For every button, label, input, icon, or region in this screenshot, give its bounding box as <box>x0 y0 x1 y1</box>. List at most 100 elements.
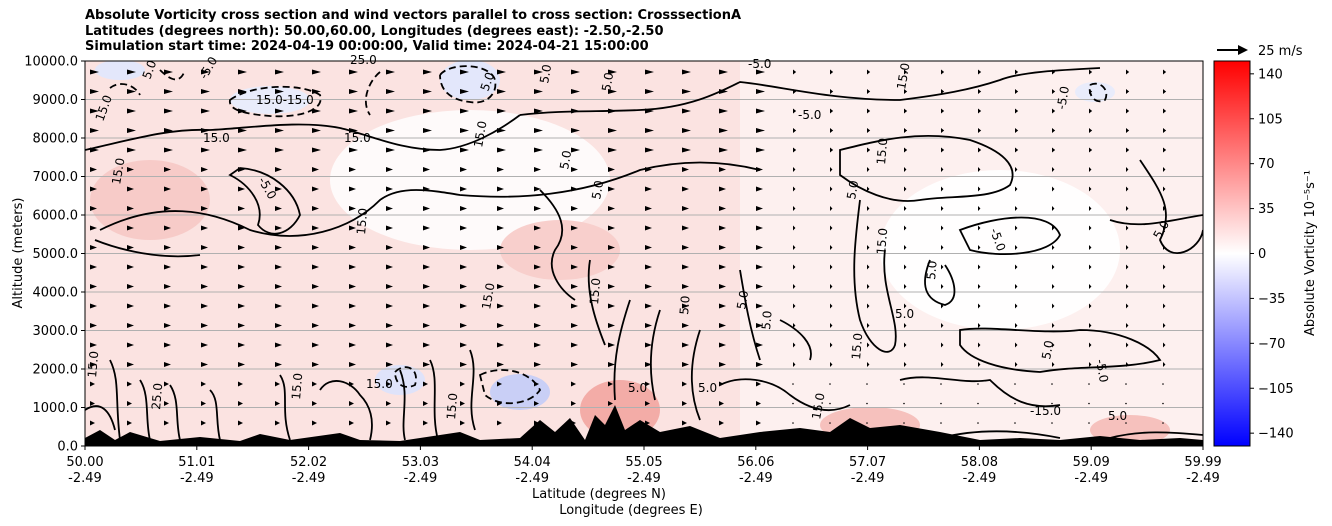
wind-vector <box>940 383 942 385</box>
wind-vector <box>1126 342 1129 348</box>
wind-vector <box>830 206 833 211</box>
wind-vector <box>534 69 543 75</box>
wind-vector <box>793 303 796 309</box>
wind-vector <box>349 303 356 309</box>
wind-vector <box>90 69 99 75</box>
wind-vector <box>127 284 134 289</box>
wind-vector <box>756 128 765 133</box>
wind-vector <box>386 186 393 192</box>
contour-label: -5.0 <box>748 57 771 71</box>
wind-vector <box>756 420 761 426</box>
wind-vector <box>867 128 871 133</box>
wind-vector <box>238 245 245 250</box>
wind-vector <box>645 69 654 75</box>
wind-vector <box>90 128 99 133</box>
wind-vector <box>904 69 908 75</box>
wind-vector <box>90 303 97 309</box>
wind-vector <box>719 108 728 114</box>
wind-vector <box>1051 402 1053 405</box>
wind-vector <box>312 206 319 211</box>
x-axis: 50.00-2.4951.01-2.4952.02-2.4953.03-2.49… <box>66 446 1222 486</box>
wind-vector <box>201 147 210 153</box>
contour-label: 5.0 <box>895 307 914 321</box>
wind-vector <box>238 89 247 94</box>
wind-vector <box>534 342 541 348</box>
wind-vector <box>201 420 206 426</box>
wind-vector <box>534 362 541 367</box>
wind-vector <box>349 264 356 270</box>
wind-vector <box>164 342 171 348</box>
wind-vector <box>90 89 99 94</box>
wind-vector <box>756 147 765 153</box>
wind-vector <box>460 342 467 348</box>
wind-vector <box>904 206 907 211</box>
wind-vector <box>386 342 393 348</box>
wind-vector <box>201 245 208 250</box>
wind-vector <box>127 264 134 270</box>
wind-vector <box>904 225 907 231</box>
wind-vector <box>497 225 504 231</box>
wind-vector <box>275 381 280 387</box>
wind-vector <box>460 225 467 231</box>
wind-vector <box>867 342 870 348</box>
chart-title-line-1: Absolute Vorticity cross section and win… <box>85 8 742 23</box>
quiver-key-label: 25 m/s <box>1258 44 1303 59</box>
wind-vector <box>386 362 393 367</box>
wind-vector <box>830 362 833 367</box>
wind-vector <box>312 245 319 250</box>
wind-vector <box>386 303 393 309</box>
wind-vector <box>571 245 578 250</box>
wind-vector <box>1052 303 1055 309</box>
contour-label: 15.0 <box>471 120 489 149</box>
wind-vector <box>423 284 430 289</box>
wind-vector <box>608 284 615 289</box>
wind-vector <box>867 167 870 172</box>
wind-vector <box>1163 362 1166 367</box>
wind-vector <box>941 245 944 250</box>
wind-vector <box>386 264 393 270</box>
wind-vector <box>571 89 580 94</box>
wind-vector <box>238 128 247 133</box>
wind-vector <box>1163 284 1166 289</box>
wind-vector <box>164 108 173 114</box>
wind-vector <box>1126 225 1129 231</box>
contour-label: 15.0 <box>444 392 460 420</box>
wind-vector <box>386 108 395 114</box>
x-tick-label-lon: -2.49 <box>515 471 549 486</box>
wind-vector <box>127 362 134 367</box>
wind-vector <box>1163 264 1166 270</box>
wind-vector <box>793 89 797 94</box>
wind-vector <box>1015 108 1019 114</box>
wind-vector <box>1125 383 1127 385</box>
wind-vector <box>90 147 99 153</box>
wind-vector <box>645 264 652 270</box>
wind-vector <box>312 303 319 309</box>
wind-vector <box>1014 383 1016 385</box>
wind-vector <box>792 383 794 385</box>
wind-vector <box>941 303 944 309</box>
wind-vector <box>1125 422 1127 424</box>
chart-title-block: Absolute Vorticity cross section and win… <box>85 8 741 55</box>
contour-label: 15.0 <box>366 377 393 391</box>
wind-vector <box>793 128 797 133</box>
wind-vector <box>571 128 580 133</box>
wind-vector <box>571 69 580 75</box>
wind-vector <box>201 323 208 328</box>
x-tick-label-lon: -2.49 <box>739 471 773 486</box>
wind-vector <box>904 108 908 114</box>
wind-vector <box>497 69 506 75</box>
wind-vector <box>608 420 613 426</box>
wind-vector <box>867 323 870 328</box>
wind-vector <box>312 284 319 289</box>
wind-vector <box>682 342 689 348</box>
wind-vector <box>867 284 870 289</box>
wind-vector <box>867 225 870 231</box>
x-axis-label-latitude: Latitude (degrees N) <box>532 487 666 502</box>
wind-vector <box>1163 128 1167 133</box>
wind-vector <box>904 303 907 309</box>
wind-vector <box>534 128 543 133</box>
wind-vector <box>1052 342 1055 348</box>
wind-vector <box>1052 245 1055 250</box>
wind-vector <box>238 206 245 211</box>
wind-vector <box>460 401 465 406</box>
